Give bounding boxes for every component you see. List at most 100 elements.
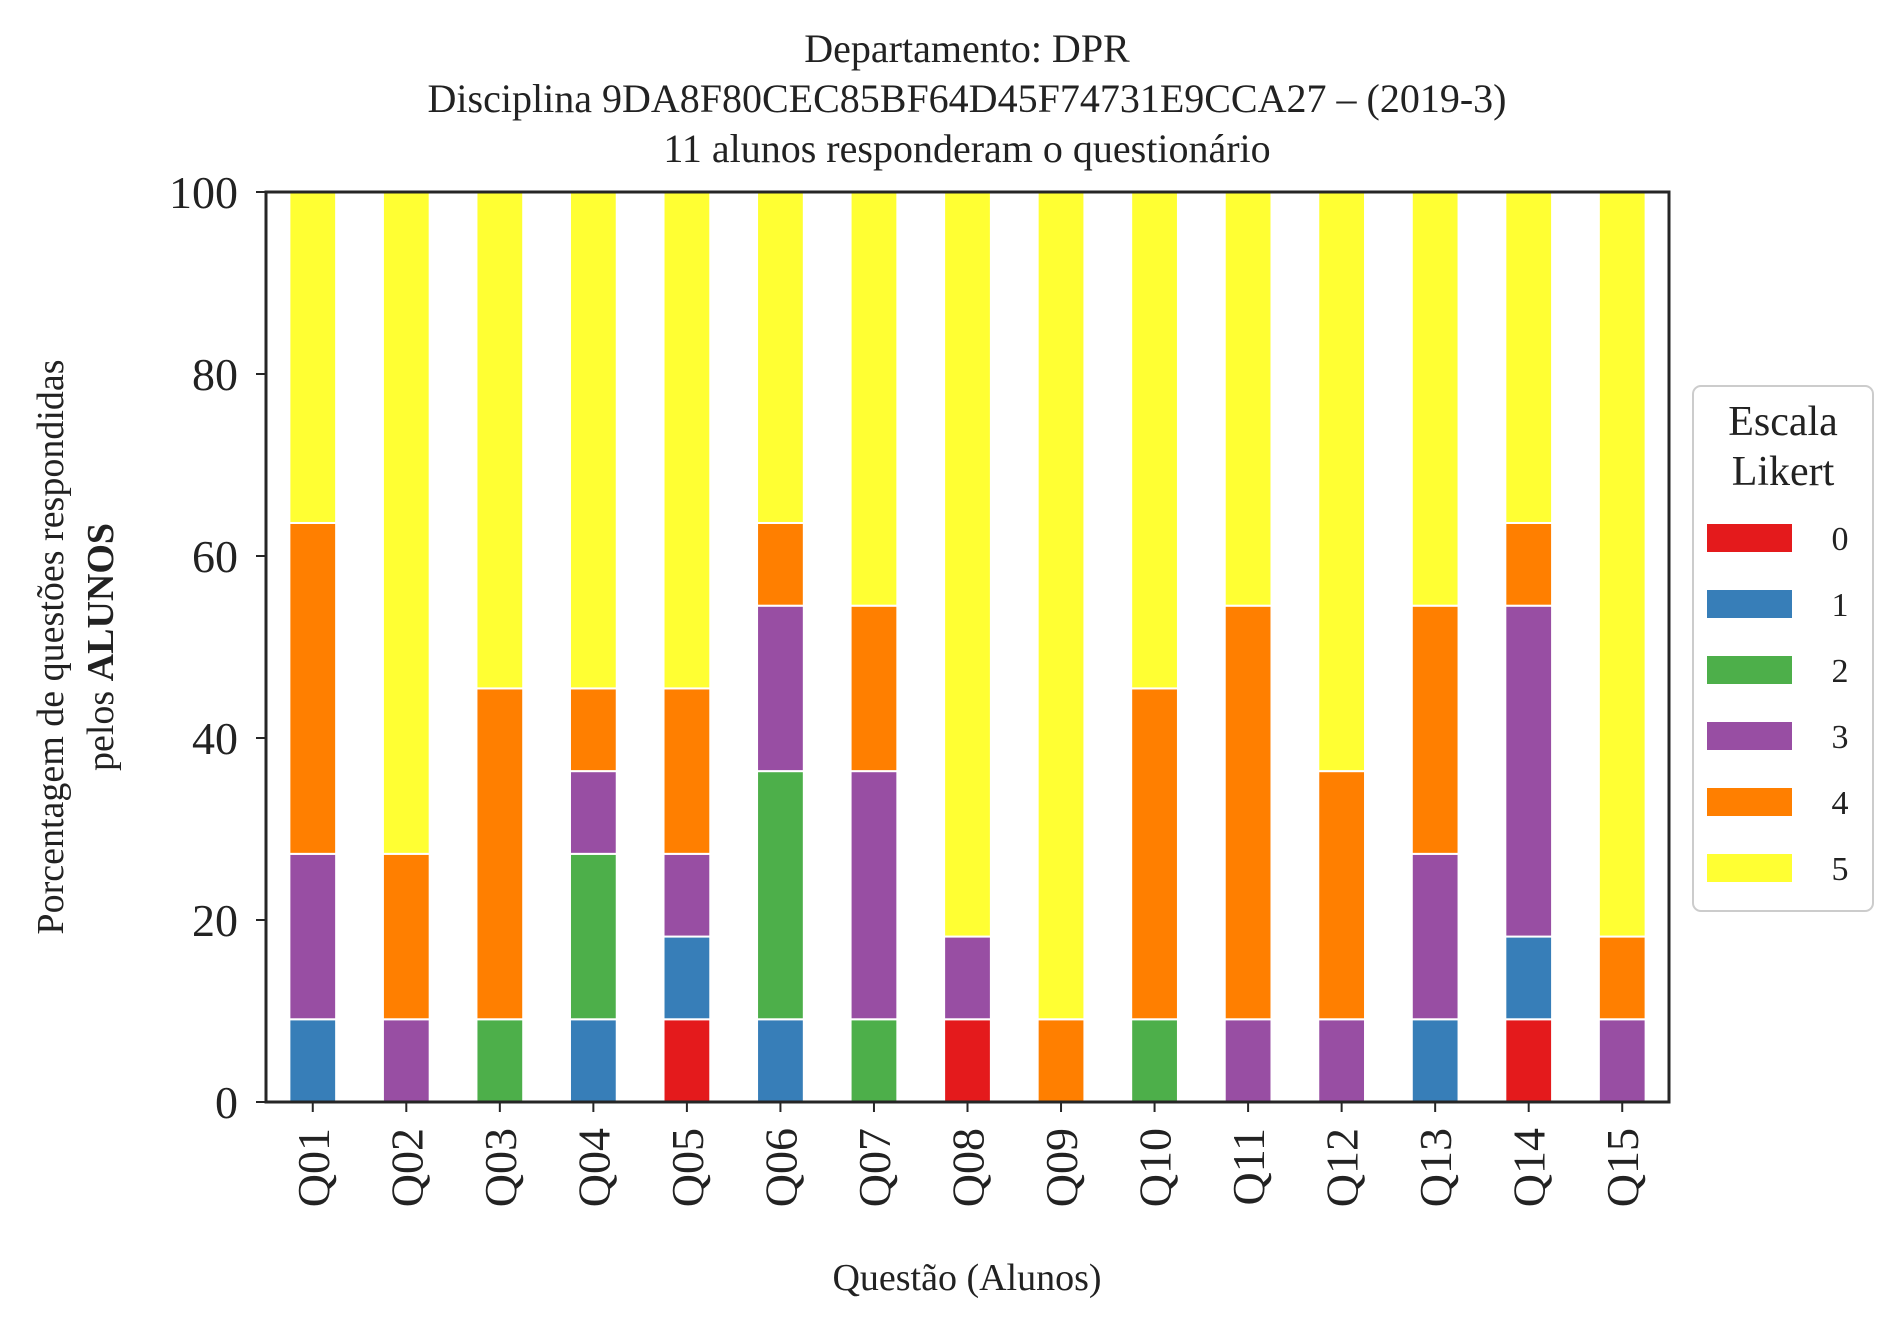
legend-label-4: 4 bbox=[1832, 785, 1849, 822]
x-tick-label-q14: Q14 bbox=[1504, 1128, 1555, 1207]
legend-title-line-1: Escala bbox=[1728, 399, 1838, 445]
bar-q04-scale-2 bbox=[568, 852, 618, 1021]
x-tick-label-q09: Q09 bbox=[1036, 1128, 1087, 1207]
bar-q14-scale-3 bbox=[1504, 604, 1554, 938]
bar-q10-scale-5 bbox=[1130, 191, 1179, 690]
bar-q11-scale-4 bbox=[1223, 604, 1273, 1021]
bar-q01-scale-4 bbox=[288, 521, 338, 855]
bar-q11-scale-5 bbox=[1223, 191, 1273, 607]
legend-label-3: 3 bbox=[1832, 719, 1849, 756]
y-axis-label-bold: ALUNOS bbox=[80, 523, 122, 681]
bar-q05-scale-1 bbox=[662, 935, 712, 1021]
bar-q03-scale-4 bbox=[475, 687, 525, 1021]
legend-swatch-3 bbox=[1707, 722, 1792, 750]
bar-q15-scale-5 bbox=[1597, 191, 1647, 938]
bar-q04-scale-1 bbox=[568, 1018, 618, 1104]
title-line-2: Disciplina 9DA8F80CEC85BF64D45F74731E9CC… bbox=[428, 76, 1507, 121]
bar-q07-scale-5 bbox=[849, 191, 899, 607]
bar-q01-scale-3 bbox=[288, 852, 338, 1021]
bar-q13-scale-5 bbox=[1410, 191, 1460, 607]
bar-q05-scale-5 bbox=[662, 191, 712, 690]
bar-q03-scale-2 bbox=[475, 1018, 525, 1104]
title-line-1: Departamento: DPR bbox=[804, 26, 1130, 71]
bar-q07-scale-4 bbox=[849, 604, 899, 773]
y-axis-label-line-1: Porcentagem de questões respondidas bbox=[30, 359, 72, 934]
legend-swatch-0 bbox=[1707, 524, 1792, 552]
y-axis-label-prefix: pelos bbox=[80, 681, 122, 771]
bar-q10-scale-2 bbox=[1130, 1018, 1179, 1104]
bar-q07-scale-3 bbox=[849, 770, 899, 1021]
legend-items: 0 1 2 3 4 5 bbox=[1707, 521, 1849, 888]
x-tick-label-q06: Q06 bbox=[755, 1128, 806, 1207]
y-tick-label: 80 bbox=[192, 349, 238, 400]
y-axis-label-line-2: pelos ALUNOS bbox=[80, 523, 122, 771]
legend-label-0: 0 bbox=[1832, 521, 1849, 558]
x-tick-label-q13: Q13 bbox=[1410, 1128, 1461, 1207]
bar-q04-scale-3 bbox=[568, 770, 618, 855]
bar-q14-scale-4 bbox=[1504, 521, 1554, 607]
bar-q05-scale-4 bbox=[662, 687, 712, 855]
bar-q02-scale-4 bbox=[381, 852, 431, 1021]
x-tick-label-q01: Q01 bbox=[288, 1128, 339, 1207]
bar-q06-scale-5 bbox=[756, 191, 805, 524]
title-line-3: 11 alunos responderam o questionário bbox=[663, 126, 1270, 171]
bar-q03-scale-5 bbox=[475, 191, 525, 690]
plot-frame bbox=[264, 190, 1671, 1104]
legend-title-line-2: Likert bbox=[1732, 449, 1835, 495]
x-tick-label-q08: Q08 bbox=[943, 1128, 994, 1207]
bar-q11-scale-3 bbox=[1223, 1018, 1273, 1104]
y-tick-label: 100 bbox=[169, 167, 238, 218]
y-tick-label: 60 bbox=[192, 531, 238, 582]
bar-q14-scale-0 bbox=[1504, 1018, 1554, 1104]
bar-q08-scale-5 bbox=[943, 191, 992, 938]
x-tick-label-q11: Q11 bbox=[1223, 1128, 1274, 1206]
x-tick-label-q15: Q15 bbox=[1597, 1128, 1648, 1207]
x-tick-label-q04: Q04 bbox=[568, 1128, 619, 1207]
x-tick-label-q12: Q12 bbox=[1317, 1128, 1368, 1207]
bar-q12-scale-4 bbox=[1317, 770, 1367, 1021]
y-tick-label: 0 bbox=[215, 1077, 238, 1128]
bar-q05-scale-3 bbox=[662, 852, 712, 938]
bar-q04-scale-5 bbox=[568, 191, 618, 690]
y-axis-ticks: 0 20 40 60 80 100 bbox=[169, 167, 266, 1128]
chart-title: Departamento: DPR Disciplina 9DA8F80CEC8… bbox=[428, 26, 1507, 171]
bar-q08-scale-0 bbox=[943, 1018, 992, 1104]
bar-q09-scale-4 bbox=[1036, 1018, 1086, 1104]
legend-label-5: 5 bbox=[1832, 851, 1849, 888]
x-axis-label: Questão (Alunos) bbox=[832, 1257, 1101, 1299]
x-tick-label-q03: Q03 bbox=[475, 1128, 526, 1207]
x-axis-ticks: Q01 Q02 Q03 Q04 Q05 Q06 Q07 Q08 Q09 Q10 Q11 Q12 Q13 Q… bbox=[288, 1102, 1648, 1207]
bar-q15-scale-4 bbox=[1597, 935, 1647, 1021]
x-tick-label-q10: Q10 bbox=[1130, 1128, 1181, 1207]
legend-swatch-4 bbox=[1707, 788, 1792, 816]
bar-q10-scale-4 bbox=[1130, 687, 1179, 1021]
y-tick-label: 20 bbox=[192, 895, 238, 946]
x-tick-label-q05: Q05 bbox=[662, 1128, 713, 1207]
legend-label-1: 1 bbox=[1832, 587, 1849, 624]
y-tick-label: 40 bbox=[192, 713, 238, 764]
x-tick-label-q02: Q02 bbox=[381, 1128, 432, 1207]
bar-q04-scale-4 bbox=[568, 687, 618, 773]
bar-q02-scale-3 bbox=[381, 1018, 431, 1104]
bar-q06-scale-3 bbox=[756, 604, 805, 773]
bars-group bbox=[288, 191, 1647, 1104]
legend-swatch-5 bbox=[1707, 854, 1792, 882]
bar-q13-scale-4 bbox=[1410, 604, 1460, 855]
bar-q02-scale-5 bbox=[381, 191, 431, 855]
bar-q06-scale-4 bbox=[756, 521, 805, 607]
bar-q06-scale-1 bbox=[756, 1018, 805, 1104]
bar-q06-scale-2 bbox=[756, 770, 805, 1021]
bar-q12-scale-5 bbox=[1317, 191, 1367, 773]
bar-q01-scale-5 bbox=[288, 191, 338, 524]
bar-q15-scale-3 bbox=[1597, 1018, 1647, 1104]
bar-q09-scale-5 bbox=[1036, 191, 1086, 1021]
legend-label-2: 2 bbox=[1832, 653, 1849, 690]
bar-q14-scale-5 bbox=[1504, 191, 1554, 524]
legend-frame bbox=[1692, 385, 1874, 912]
bar-q12-scale-3 bbox=[1317, 1018, 1367, 1104]
bar-q13-scale-3 bbox=[1410, 852, 1460, 1021]
y-axis-label: Porcentagem de questões respondidas pelo… bbox=[30, 359, 122, 934]
legend-swatch-1 bbox=[1707, 590, 1792, 618]
